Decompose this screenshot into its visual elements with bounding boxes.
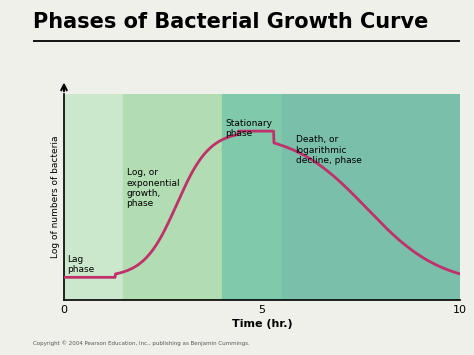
Bar <box>123 94 222 300</box>
Text: Death, or
logarithmic
decline, phase: Death, or logarithmic decline, phase <box>295 135 361 165</box>
Text: Phases of Bacterial Growth Curve: Phases of Bacterial Growth Curve <box>33 12 428 32</box>
Bar <box>282 94 460 300</box>
Bar <box>64 94 123 300</box>
Text: Log, or
exponential
growth,
phase: Log, or exponential growth, phase <box>127 168 180 208</box>
Text: Copyright © 2004 Pearson Education, Inc., publishing as Benjamin Cummings.: Copyright © 2004 Pearson Education, Inc.… <box>33 340 250 346</box>
Text: Stationary
phase: Stationary phase <box>225 119 272 138</box>
X-axis label: Time (hr.): Time (hr.) <box>232 319 292 329</box>
Bar <box>222 94 282 300</box>
Y-axis label: Log of numbers of bacteria: Log of numbers of bacteria <box>51 136 60 258</box>
Text: Lag
phase: Lag phase <box>67 255 94 274</box>
